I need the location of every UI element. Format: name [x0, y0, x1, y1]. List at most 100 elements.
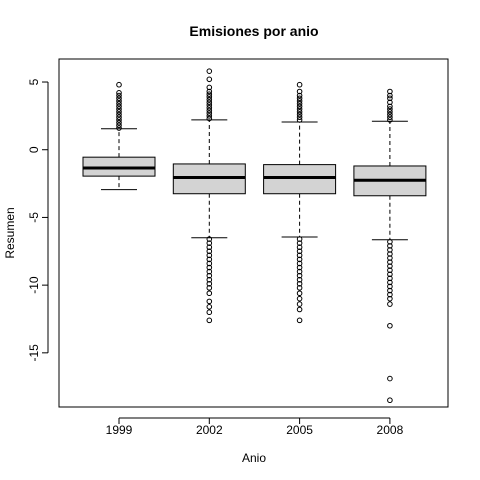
outlier-point	[206, 298, 213, 305]
outlier-point	[296, 268, 303, 275]
outlier-point	[206, 256, 213, 263]
y-tick-label: -5	[27, 212, 41, 223]
outlier-point	[296, 260, 303, 267]
outlier-point	[387, 322, 393, 329]
outlier-point	[387, 103, 393, 110]
outlier-point	[296, 264, 303, 271]
chart-title: Emisiones por anio	[189, 23, 318, 39]
x-axis: 1999 2002 2005 2008	[106, 417, 404, 437]
outlier-point	[387, 263, 393, 269]
outlier-point	[206, 115, 213, 122]
box-2005	[263, 81, 337, 324]
box-1999	[82, 81, 156, 191]
outlier-point	[387, 397, 393, 404]
outlier-point	[206, 285, 213, 291]
outlier-point	[296, 252, 303, 259]
outlier-point	[206, 99, 213, 106]
outlier-point	[206, 309, 213, 316]
outlier-point	[206, 268, 213, 275]
outlier-point	[387, 267, 393, 274]
outlier-point	[206, 280, 213, 287]
outlier-point	[296, 98, 303, 104]
outlier-point	[206, 94, 213, 100]
outlier-point	[296, 280, 303, 287]
outlier-point	[116, 122, 122, 129]
outlier-point	[296, 109, 303, 115]
outlier-point	[206, 88, 213, 95]
iqr-box	[263, 164, 337, 195]
outlier-point	[206, 252, 213, 259]
outlier-point	[387, 251, 393, 257]
outlier-point	[296, 290, 303, 297]
outlier-point	[387, 255, 393, 261]
box-2002	[172, 68, 246, 324]
outlier-point	[296, 100, 303, 107]
outlier-point	[206, 317, 213, 324]
outlier-point	[206, 244, 213, 251]
y-axis: 5 0 -5 -10 -15	[27, 78, 49, 362]
outlier-point	[387, 279, 393, 286]
outlier-point	[296, 111, 303, 118]
outlier-point	[387, 111, 393, 118]
outlier-point	[116, 95, 122, 102]
outlier-point	[206, 91, 213, 98]
outlier-point	[116, 125, 122, 131]
x-tick-label: 2005	[286, 423, 313, 437]
outlier-point	[387, 247, 393, 253]
outlier-point	[387, 243, 393, 249]
plot-frame	[58, 58, 449, 408]
outlier-point	[206, 290, 213, 297]
outlier-point	[206, 84, 213, 91]
outlier-point	[206, 76, 213, 83]
outlier-point	[206, 272, 213, 279]
y-tick-label: 5	[27, 78, 41, 85]
outlier-point	[116, 81, 122, 88]
outlier-point	[296, 317, 303, 324]
outlier-point	[116, 100, 122, 107]
x-axis-label: Anio	[242, 451, 266, 465]
x-tick-label: 2008	[377, 423, 404, 437]
outlier-point	[387, 95, 393, 102]
outlier-point	[296, 103, 303, 110]
outlier-point	[206, 107, 213, 114]
outlier-point	[296, 236, 303, 242]
outlier-point	[206, 104, 213, 111]
outlier-point	[116, 103, 122, 110]
outlier-point	[296, 285, 303, 291]
outlier-point	[296, 117, 303, 123]
outlier-point	[206, 113, 213, 119]
outlier-point	[296, 301, 303, 307]
outlier-point	[206, 276, 213, 283]
outlier-point	[387, 239, 393, 245]
outlier-point	[206, 303, 213, 310]
outlier-point	[116, 98, 122, 104]
outlier-point	[387, 283, 393, 290]
outlier-point	[116, 92, 122, 99]
outlier-point	[206, 248, 213, 255]
x-tick-label: 2002	[196, 423, 223, 437]
y-tick-label: -15	[27, 344, 41, 362]
outlier-point	[206, 102, 213, 108]
outlier-point	[387, 275, 393, 282]
outlier-point	[116, 106, 122, 112]
outlier-point	[387, 92, 393, 99]
outlier-point	[296, 306, 303, 313]
outlier-point	[296, 272, 303, 279]
outlier-point	[387, 271, 393, 278]
outlier-point	[206, 240, 213, 246]
outlier-point	[296, 88, 303, 95]
outlier-point	[296, 92, 303, 99]
outlier-point	[206, 110, 213, 116]
outlier-point	[387, 88, 393, 95]
outlier-point	[206, 260, 213, 267]
outlier-point	[296, 295, 303, 302]
outlier-point	[116, 114, 122, 121]
outlier-point	[387, 117, 393, 123]
outlier-point	[296, 114, 303, 121]
outlier-point	[206, 236, 213, 242]
outlier-point	[296, 81, 303, 88]
outlier-point	[116, 90, 122, 96]
outlier-point	[387, 106, 393, 112]
outlier-point	[387, 375, 393, 382]
